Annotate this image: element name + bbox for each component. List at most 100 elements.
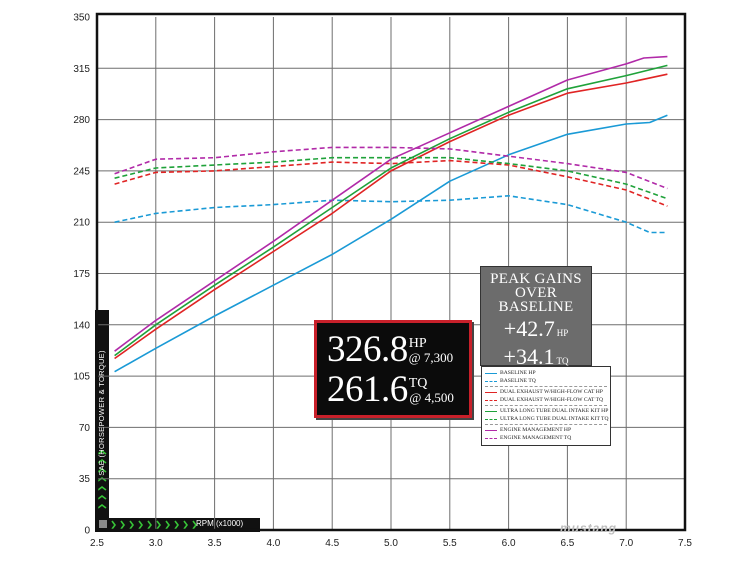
chevron-up-icon xyxy=(97,450,107,455)
gains-title-3: BASELINE xyxy=(498,299,574,315)
band-arrows xyxy=(97,450,197,530)
peak-tq-rpm: @ 4,500 xyxy=(409,390,454,405)
y-tick-label: 210 xyxy=(73,218,90,229)
legend-swatch xyxy=(485,399,497,401)
y-tick-label: 350 xyxy=(73,13,90,24)
legend-item: BASELINE HP xyxy=(485,369,607,377)
x-tick-label: 7.0 xyxy=(619,538,633,549)
legend-item: ENGINE MANAGEMENT TQ xyxy=(485,434,607,442)
legend-swatch xyxy=(485,380,497,382)
chevron-right-icon xyxy=(129,520,134,530)
legend-swatch xyxy=(485,372,497,374)
chevron-right-icon xyxy=(165,520,170,530)
chevron-up-icon xyxy=(97,459,107,464)
chevron-right-icon xyxy=(183,520,188,530)
x-tick-label: 2.5 xyxy=(90,538,104,549)
x-tick-label: 5.5 xyxy=(443,538,457,549)
series-line xyxy=(114,195,668,234)
chevron-right-icon xyxy=(147,520,152,530)
watermark: mustang xyxy=(560,521,618,535)
y-tick-label: 35 xyxy=(79,474,91,485)
legend-divider xyxy=(485,405,607,406)
chevron-up-icon xyxy=(97,495,107,500)
y-tick-label: 0 xyxy=(84,526,90,537)
chevron-right-icon xyxy=(120,520,125,530)
chevron-right-icon xyxy=(192,520,197,530)
legend-swatch xyxy=(485,418,497,420)
series-line xyxy=(114,146,668,190)
x-tick-label: 3.5 xyxy=(208,538,222,549)
y-tick-label: 315 xyxy=(73,64,90,75)
peak-tq-value: 261.6 xyxy=(327,369,408,410)
y-tick-label: 70 xyxy=(79,423,91,434)
series-line xyxy=(114,55,668,352)
peak-hp-value: 326.8 xyxy=(327,329,408,370)
y-tick-label: 175 xyxy=(73,269,90,280)
legend-item: ULTRA LONG TUBE DUAL INTAKE KIT TQ xyxy=(485,415,609,423)
legend-item: DUAL EXHAUST W/HIGH-FLOW CAT HP xyxy=(485,388,607,396)
peak-tq-unit: TQ xyxy=(408,376,428,391)
gain-hp-value: +42.7 xyxy=(503,316,555,341)
gains-title-2: OVER xyxy=(514,285,558,301)
legend-label: ULTRA LONG TUBE DUAL INTAKE KIT TQ xyxy=(500,416,609,422)
y-tick-label: 280 xyxy=(73,115,90,126)
gains-title-1: PEAK GAINS xyxy=(490,271,582,287)
plot-frame xyxy=(95,12,687,532)
gain-hp-unit: HP xyxy=(556,328,569,338)
peak-tq-line: 261.6TQ@ 4,500 xyxy=(327,371,454,408)
x-tick-label: 5.0 xyxy=(384,538,398,549)
series-lines xyxy=(114,55,668,373)
legend-item: ENGINE MANAGEMENT HP xyxy=(485,426,607,434)
x-ticks: 2.5 3.0 3.5 4.0 4.5 5.0 5.5 6.0 6.5 7.0 7.5 xyxy=(90,538,692,549)
y-ticks: 0 35 70 105 140 175 210 245 280 315 350 xyxy=(73,13,90,537)
x-tick-label: 6.5 xyxy=(560,538,574,549)
series-line xyxy=(114,73,668,360)
gain-tq: +34.1 TQ xyxy=(481,345,591,373)
x-tick-label: 6.0 xyxy=(502,538,516,549)
x-tick-label: 3.0 xyxy=(149,538,163,549)
y-tick-label: 140 xyxy=(73,320,90,331)
gain-tq-value: +34.1 xyxy=(503,344,555,369)
peak-gains-box: PEAK GAINS OVER BASELINE +42.7 HP +34.1 TQ xyxy=(480,266,592,369)
chevron-up-icon xyxy=(97,504,107,509)
y-axis-label: SAE (HORSEPOWER & TORQUE) xyxy=(97,350,106,476)
legend-label: BASELINE TQ xyxy=(500,378,536,384)
legend-label: DUAL EXHAUST W/HIGH-FLOW CAT TQ xyxy=(500,397,604,403)
legend-swatch xyxy=(485,410,497,412)
legend-label: ENGINE MANAGEMENT HP xyxy=(500,427,572,433)
chevron-right-icon xyxy=(156,520,161,530)
x-tick-label: 4.0 xyxy=(266,538,280,549)
chevron-up-icon xyxy=(97,477,107,482)
gain-tq-unit: TQ xyxy=(556,356,569,366)
legend-label: ENGINE MANAGEMENT TQ xyxy=(500,435,572,441)
y-tick-label: 245 xyxy=(73,166,90,177)
x-axis-label: RPM (x1000) xyxy=(196,519,244,528)
legend-divider xyxy=(485,386,607,387)
series-line xyxy=(114,156,668,200)
grid xyxy=(97,17,685,530)
legend-item: DUAL EXHAUST W/HIGH-FLOW CAT TQ xyxy=(485,396,607,404)
chevron-up-icon xyxy=(97,468,107,473)
series-line xyxy=(114,159,668,207)
series-line xyxy=(114,64,668,357)
legend-label: BASELINE HP xyxy=(500,370,536,376)
peak-hp-line: 326.8HP@ 7,300 xyxy=(327,331,453,368)
corner-square xyxy=(99,520,107,528)
legend-swatch xyxy=(485,429,497,431)
legend-swatch xyxy=(485,437,497,439)
peak-hp-rpm: @ 7,300 xyxy=(408,350,454,365)
x-tick-label: 4.5 xyxy=(325,538,339,549)
legend-swatch xyxy=(485,391,497,393)
gain-hp: +42.7 HP xyxy=(481,317,591,345)
chevron-right-icon xyxy=(138,520,143,530)
legend-item: BASELINE TQ xyxy=(485,377,607,385)
y-axis-band xyxy=(95,310,109,532)
chevron-up-icon xyxy=(97,486,107,491)
legend-label: DUAL EXHAUST W/HIGH-FLOW CAT HP xyxy=(500,389,603,395)
peak-values-box: 326.8HP@ 7,300 261.6TQ@ 4,500 xyxy=(314,320,472,418)
chevron-right-icon xyxy=(174,520,179,530)
legend-divider xyxy=(485,424,607,425)
chevron-right-icon xyxy=(111,520,116,530)
legend-label: ULTRA LONG TUBE DUAL INTAKE KIT HP xyxy=(500,408,609,414)
